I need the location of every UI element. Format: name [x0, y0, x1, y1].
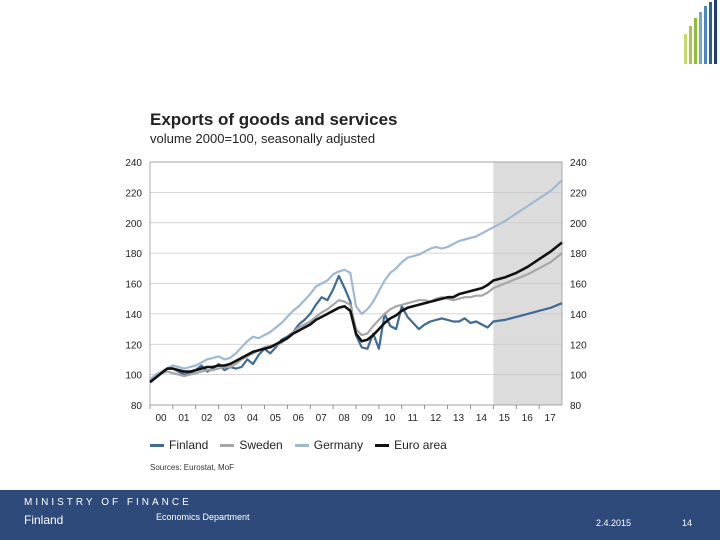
legend-label-euro-area: Euro area	[394, 438, 447, 452]
y-tick-left-200: 200	[125, 219, 142, 230]
y-tick-right-240: 240	[570, 158, 587, 169]
series-line-sweden	[149, 252, 563, 381]
x-tick-00: 00	[155, 413, 167, 424]
y-tick-right-220: 220	[570, 188, 587, 199]
slide-date: 2.4.2015	[596, 518, 632, 528]
y-tick-left-180: 180	[125, 249, 142, 260]
x-tick-17: 17	[545, 413, 557, 424]
legend-label-finland: Finland	[169, 438, 209, 452]
chart-source: Sources: Eurostat, MoF	[150, 463, 235, 472]
y-tick-left-240: 240	[125, 158, 142, 169]
x-tick-09: 09	[361, 413, 373, 424]
x-tick-05: 05	[270, 413, 282, 424]
logo-bars	[684, 0, 720, 64]
y-tick-right-140: 140	[570, 310, 587, 321]
x-tick-03: 03	[224, 413, 236, 424]
x-tick-02: 02	[201, 413, 213, 424]
department-name: Economics Department	[156, 512, 250, 522]
y-tick-right-120: 120	[570, 340, 587, 351]
legend-swatch-sweden	[220, 443, 235, 447]
x-tick-04: 04	[247, 413, 259, 424]
y-tick-left-140: 140	[125, 310, 142, 321]
page-number: 14	[682, 518, 693, 528]
y-tick-left-160: 160	[125, 280, 142, 291]
footer-bar: MINISTRY OF FINANCE Finland Economics De…	[0, 490, 720, 540]
y-tick-right-180: 180	[570, 249, 587, 260]
legend-label-sweden: Sweden	[239, 438, 283, 452]
x-tick-12: 12	[430, 413, 442, 424]
x-tick-16: 16	[522, 413, 534, 424]
x-tick-14: 14	[476, 413, 488, 424]
legend-item-finland: Finland	[150, 438, 208, 452]
legend-item-germany: Germany	[294, 438, 364, 452]
legend-swatch-finland	[150, 443, 164, 447]
y-tick-left-100: 100	[125, 371, 142, 382]
series-line-germany	[149, 179, 563, 381]
series-line-finland	[149, 274, 563, 382]
x-tick-06: 06	[293, 413, 305, 424]
y-tick-right-80: 80	[570, 401, 582, 412]
series-line-euro-area	[149, 241, 563, 384]
x-tick-08: 08	[339, 413, 351, 424]
y-tick-right-160: 160	[570, 280, 587, 291]
x-tick-10: 10	[384, 413, 396, 424]
chart-legend: Finland Sweden Germany Euro area	[150, 437, 459, 453]
y-tick-right-100: 100	[570, 371, 587, 382]
y-tick-right-200: 200	[570, 219, 587, 230]
legend-item-euro-area: Euro area	[375, 438, 447, 452]
legend-item-sweden: Sweden	[220, 438, 283, 452]
chart-subtitle: volume 2000=100, seasonally adjusted	[150, 131, 376, 146]
chart-title: Exports of goods and services	[150, 110, 398, 129]
y-tick-left-220: 220	[125, 188, 142, 199]
y-tick-left-120: 120	[125, 340, 142, 351]
legend-label-germany: Germany	[313, 438, 364, 452]
x-tick-01: 01	[178, 413, 190, 424]
y-tick-left-80: 80	[131, 401, 143, 412]
x-tick-07: 07	[316, 413, 328, 424]
x-tick-15: 15	[499, 413, 511, 424]
legend-swatch-germany	[294, 443, 309, 447]
country-name: Finland	[24, 513, 64, 527]
ministry-name: MINISTRY OF FINANCE	[24, 497, 192, 508]
x-tick-11: 11	[408, 413, 419, 424]
legend-swatch-euro-area	[375, 443, 390, 447]
x-tick-13: 13	[453, 413, 465, 424]
